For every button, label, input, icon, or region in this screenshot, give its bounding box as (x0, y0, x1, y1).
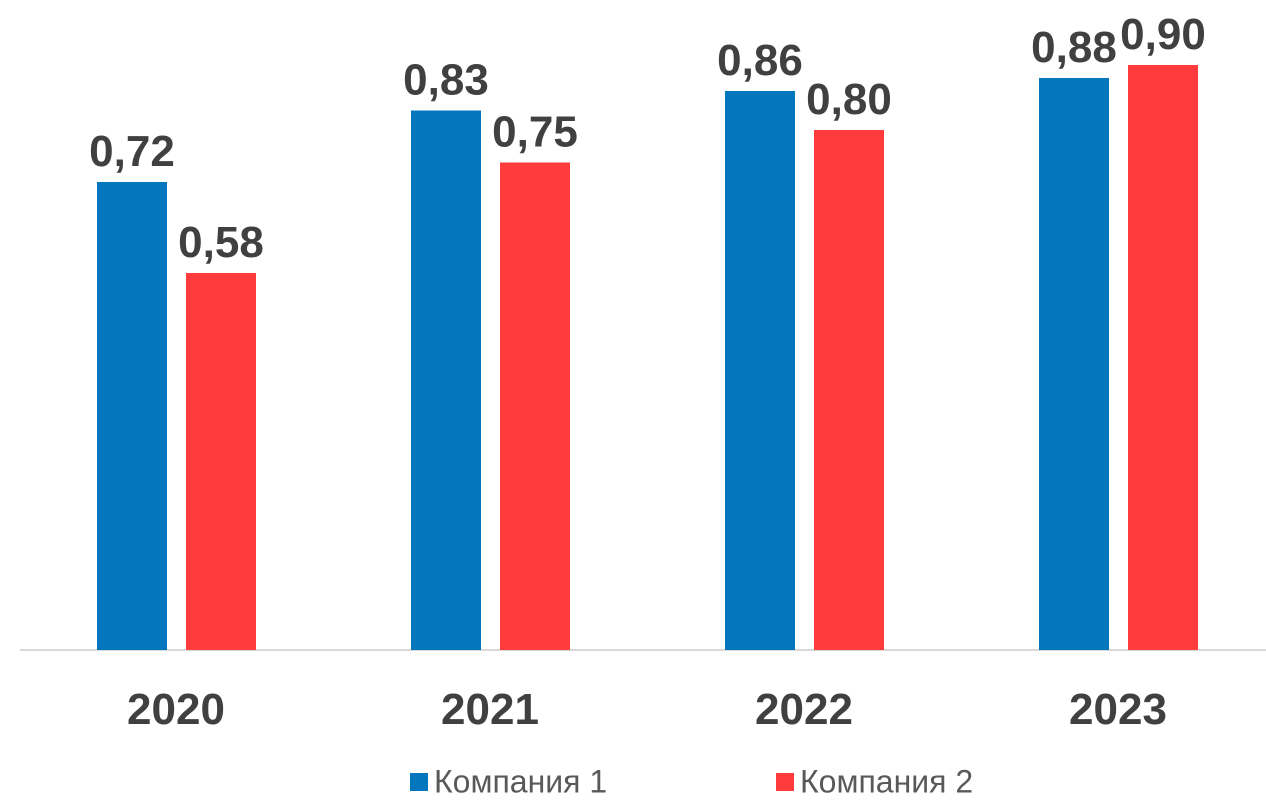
x-tick-label: 2021 (441, 685, 539, 734)
data-label: 0,88 (1031, 23, 1117, 72)
x-tick-label: 2022 (755, 685, 853, 734)
bar (1039, 78, 1109, 650)
bar (1128, 65, 1198, 650)
data-label: 0,72 (89, 127, 175, 176)
legend-swatch (776, 773, 794, 791)
data-label: 0,58 (178, 218, 264, 267)
bar (500, 162, 570, 650)
legend-label: Компания 2 (800, 763, 973, 799)
bar (97, 182, 167, 650)
data-label: 0,90 (1120, 10, 1206, 59)
data-label: 0,86 (717, 36, 803, 85)
x-tick-label: 2023 (1069, 685, 1167, 734)
bar (186, 273, 256, 650)
bar (814, 130, 884, 650)
x-tick-label: 2020 (127, 685, 225, 734)
legend-label: Компания 1 (434, 763, 607, 799)
data-label: 0,75 (492, 108, 578, 157)
bar (725, 91, 795, 650)
data-label: 0,80 (806, 75, 892, 124)
data-label: 0,83 (403, 56, 489, 105)
bar (411, 110, 481, 650)
legend-swatch (410, 773, 428, 791)
